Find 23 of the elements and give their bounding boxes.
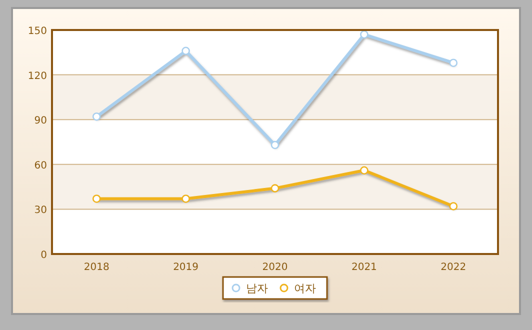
x-tick-label: 2019 <box>173 262 199 273</box>
y-tick-label: 30 <box>34 205 47 216</box>
point <box>449 202 458 210</box>
x-tick-label: 2021 <box>351 262 377 273</box>
legend-label: 여자 <box>294 282 316 295</box>
point <box>360 30 368 39</box>
point <box>360 166 368 175</box>
y-tick-label: 150 <box>28 26 47 37</box>
point <box>270 140 280 150</box>
y-tick-label: 60 <box>34 160 47 172</box>
point <box>449 58 458 68</box>
x-tick-label: 2020 <box>262 262 288 273</box>
point <box>182 194 190 203</box>
point <box>270 184 280 192</box>
point <box>92 194 101 203</box>
x-tick-label: 2018 <box>84 262 110 273</box>
y-tick-label: 90 <box>34 116 47 127</box>
point <box>182 46 190 56</box>
x-tick-label: 2022 <box>440 262 466 273</box>
legend-label: 남자 <box>246 282 268 295</box>
point <box>92 112 101 121</box>
y-tick-label: 120 <box>28 70 47 82</box>
y-tick-label: 0 <box>40 250 47 261</box>
